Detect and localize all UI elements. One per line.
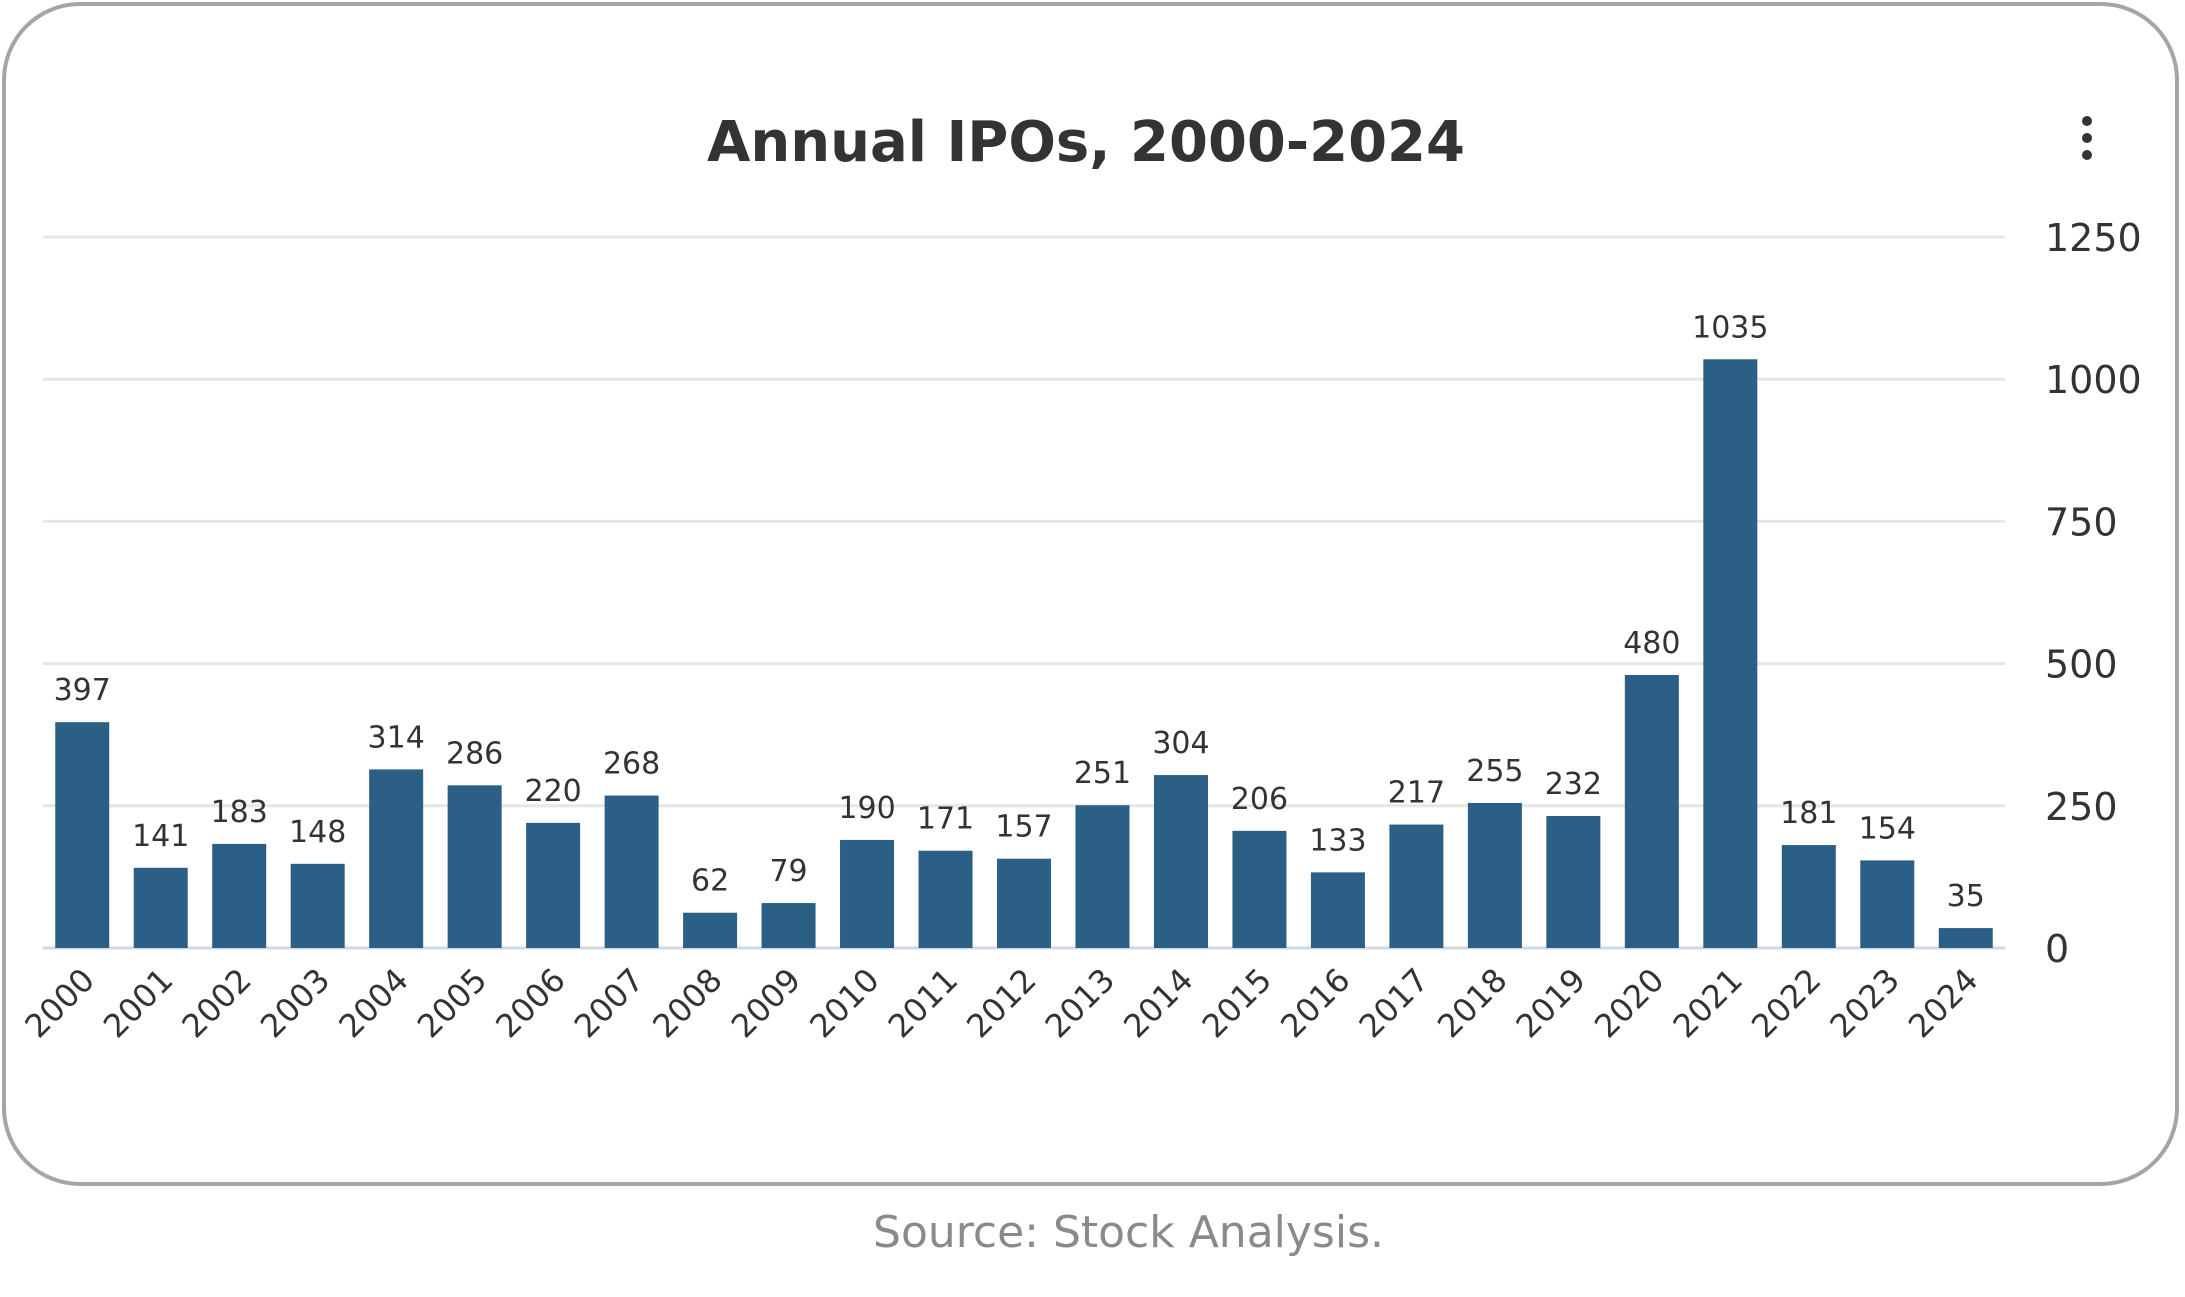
y-tick-label: 750 (2045, 500, 2118, 544)
x-tick-label-2011: 2011 (881, 961, 965, 1045)
bar-2013[interactable] (1075, 805, 1130, 948)
x-tick-label-2010: 2010 (802, 961, 886, 1045)
data-label-2011: 171 (917, 802, 974, 837)
bar-2024[interactable] (1938, 928, 1993, 948)
x-tick-label-2004: 2004 (331, 961, 415, 1045)
x-tick-label-2001: 2001 (96, 961, 180, 1045)
bar-2017[interactable] (1389, 824, 1444, 948)
y-tick-label: 250 (2045, 785, 2118, 829)
x-tick-label-2009: 2009 (724, 961, 808, 1045)
x-tick-label-2020: 2020 (1587, 961, 1671, 1045)
data-label-2010: 190 (838, 791, 895, 826)
x-tick-label-2021: 2021 (1666, 961, 1750, 1045)
data-label-2012: 157 (995, 810, 1052, 845)
bar-2015[interactable] (1232, 830, 1287, 948)
x-tick-label-2013: 2013 (1038, 961, 1122, 1045)
bar-2019[interactable] (1546, 816, 1601, 948)
bar-2007[interactable] (604, 795, 659, 948)
x-tick-label-2022: 2022 (1744, 961, 1828, 1045)
x-tick-label-2017: 2017 (1352, 961, 1436, 1045)
chart-card (2, 2, 2179, 1186)
data-label-2018: 255 (1466, 754, 1523, 789)
bar-2003[interactable] (290, 863, 345, 948)
bar-2014[interactable] (1153, 775, 1208, 948)
bar-2011[interactable] (918, 850, 973, 948)
x-tick-label-2018: 2018 (1430, 961, 1514, 1045)
x-tick-label-2016: 2016 (1273, 961, 1357, 1045)
bar-2018[interactable] (1467, 802, 1522, 948)
data-label-2020: 480 (1623, 626, 1680, 661)
data-label-2016: 133 (1309, 823, 1366, 858)
bar-2012[interactable] (997, 858, 1051, 948)
bar-2000[interactable] (55, 722, 110, 948)
x-tick-label-2019: 2019 (1509, 961, 1593, 1045)
data-label-2023: 154 (1859, 811, 1916, 846)
data-label-2003: 148 (289, 815, 346, 850)
source-caption: Source: Stock Analysis. (873, 1207, 1384, 1258)
data-label-2004: 314 (368, 720, 425, 755)
bar-2008[interactable] (683, 912, 738, 948)
y-tick-label: 1250 (2045, 216, 2142, 260)
kebab-menu-icon (2082, 116, 2092, 126)
data-label-2013: 251 (1074, 756, 1131, 791)
bar-2010[interactable] (840, 839, 895, 948)
y-axis-tick-labels: 0 250 500 750 1000 1250 (2045, 216, 2142, 971)
bar-2006[interactable] (526, 822, 581, 948)
bar-2016[interactable] (1310, 872, 1365, 948)
data-label-2000: 397 (54, 673, 111, 708)
data-label-2015: 206 (1231, 782, 1288, 817)
data-label-2005: 286 (446, 736, 503, 771)
data-label-2014: 304 (1152, 726, 1209, 761)
bar-2009[interactable] (761, 903, 816, 948)
x-tick-label-2007: 2007 (567, 961, 651, 1045)
chart-title: Annual IPOs, 2000-2024 (707, 110, 1465, 175)
data-label-2007: 268 (603, 747, 660, 782)
y-tick-label: 0 (2045, 927, 2069, 971)
data-label-2002: 183 (211, 795, 268, 830)
x-tick-label-2005: 2005 (410, 961, 494, 1045)
bar-2001[interactable] (133, 867, 188, 948)
kebab-menu-icon-dot (2082, 133, 2092, 143)
bars (55, 359, 1993, 948)
data-label-2024: 35 (1947, 879, 1985, 914)
x-tick-label-2008: 2008 (645, 961, 729, 1045)
x-tick-label-2014: 2014 (1116, 961, 1200, 1045)
x-tick-label-2000: 2000 (17, 961, 101, 1045)
x-axis-tick-labels: 2000200120022003200420052006200720082009… (17, 961, 1985, 1045)
data-label-2008: 62 (691, 864, 729, 899)
x-tick-label-2006: 2006 (488, 961, 572, 1045)
kebab-menu-icon-dot (2082, 150, 2092, 160)
data-label-2001: 141 (132, 819, 189, 854)
bar-2023[interactable] (1860, 860, 1915, 948)
y-tick-label: 500 (2045, 643, 2118, 687)
x-tick-label-2024: 2024 (1901, 961, 1985, 1045)
data-labels: 397 141 183 148 314 286 220 268 62 79 190 171 157 251… (54, 310, 1985, 914)
bar-2022[interactable] (1781, 845, 1836, 948)
data-label-2009: 79 (769, 854, 807, 889)
y-tick-label: 1000 (2045, 358, 2142, 402)
x-tick-label-2012: 2012 (959, 961, 1043, 1045)
data-label-2006: 220 (524, 774, 581, 809)
data-label-2022: 181 (1780, 796, 1837, 831)
data-label-2019: 232 (1545, 767, 1602, 802)
data-label-2017: 217 (1388, 776, 1445, 811)
bar-2004[interactable] (369, 769, 424, 948)
x-tick-label-2023: 2023 (1822, 961, 1906, 1045)
x-tick-label-2002: 2002 (174, 961, 258, 1045)
bar-2020[interactable] (1624, 674, 1679, 948)
x-tick-label-2015: 2015 (1195, 961, 1279, 1045)
bar-2002[interactable] (212, 843, 267, 948)
bar-2021[interactable] (1703, 359, 1758, 948)
data-label-2021: 1035 (1692, 310, 1768, 345)
chart-menu-button[interactable] (2068, 110, 2108, 166)
bar-2005[interactable] (447, 785, 502, 948)
x-tick-label-2003: 2003 (253, 961, 337, 1045)
